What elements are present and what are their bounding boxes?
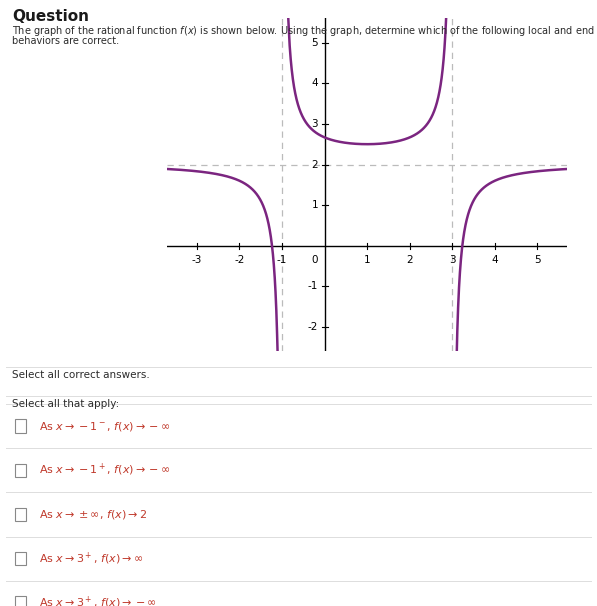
Text: -2: -2 bbox=[308, 322, 318, 332]
Text: -1: -1 bbox=[308, 281, 318, 291]
Text: 4: 4 bbox=[312, 78, 318, 88]
Text: 4: 4 bbox=[491, 255, 498, 265]
Text: 2: 2 bbox=[407, 255, 413, 265]
Text: behaviors are correct.: behaviors are correct. bbox=[12, 36, 119, 47]
Text: As $x \rightarrow -1^-$, $f(x) \rightarrow -\infty$: As $x \rightarrow -1^-$, $f(x) \rightarr… bbox=[39, 419, 170, 433]
Text: The graph of the rational function $f(x)$ is shown below. Using the graph, deter: The graph of the rational function $f(x)… bbox=[12, 24, 595, 38]
Text: 3: 3 bbox=[312, 119, 318, 129]
Text: 5: 5 bbox=[312, 38, 318, 47]
Text: -2: -2 bbox=[234, 255, 245, 265]
Text: 3: 3 bbox=[449, 255, 456, 265]
Text: As $x \rightarrow \pm\infty$, $f(x) \rightarrow 2$: As $x \rightarrow \pm\infty$, $f(x) \rig… bbox=[39, 508, 147, 521]
Text: -3: -3 bbox=[192, 255, 202, 265]
Text: 0: 0 bbox=[312, 255, 318, 265]
Text: As $x \rightarrow -1^+$, $f(x) \rightarrow -\infty$: As $x \rightarrow -1^+$, $f(x) \rightarr… bbox=[39, 462, 170, 478]
Text: 1: 1 bbox=[364, 255, 371, 265]
Text: As $x \rightarrow 3^+$, $f(x) \rightarrow \infty$: As $x \rightarrow 3^+$, $f(x) \rightarro… bbox=[39, 551, 143, 567]
Text: 5: 5 bbox=[534, 255, 541, 265]
Text: Select all that apply:: Select all that apply: bbox=[12, 399, 119, 409]
Text: Question: Question bbox=[12, 9, 89, 24]
Text: Select all correct answers.: Select all correct answers. bbox=[12, 370, 150, 380]
Text: 1: 1 bbox=[312, 200, 318, 210]
Text: 2: 2 bbox=[312, 159, 318, 170]
Text: As $x \rightarrow 3^+$, $f(x) \rightarrow -\infty$: As $x \rightarrow 3^+$, $f(x) \rightarro… bbox=[39, 595, 156, 606]
Text: -1: -1 bbox=[277, 255, 287, 265]
